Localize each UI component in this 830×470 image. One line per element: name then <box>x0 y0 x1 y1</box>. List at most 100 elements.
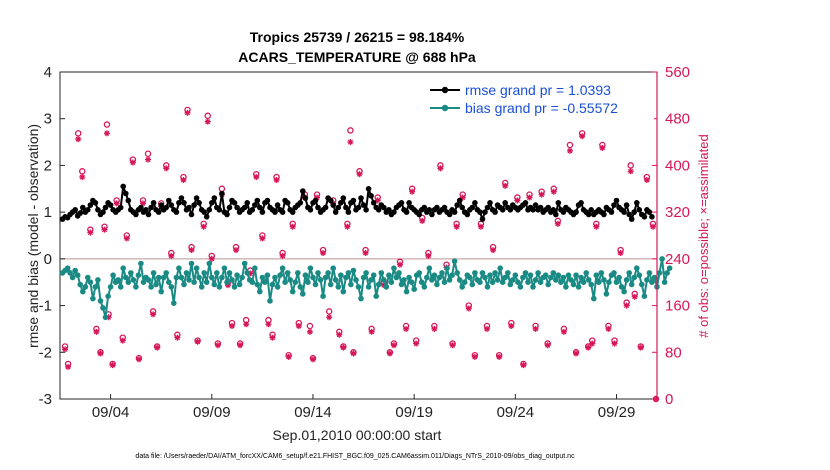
obs-assimilated-marker <box>593 223 600 230</box>
obs-assimilated-marker <box>627 168 634 175</box>
bias-point <box>578 274 584 281</box>
rmse-point <box>327 197 334 204</box>
y-left-tick-label: -3 <box>39 391 52 408</box>
bias-point <box>598 270 605 276</box>
rmse-point <box>499 207 506 213</box>
rmse-point <box>120 183 126 190</box>
bias-point <box>198 284 205 290</box>
bias-point <box>252 265 258 272</box>
rmse-point <box>553 211 559 218</box>
bias-point <box>398 281 405 288</box>
bias-point <box>553 277 559 283</box>
bias-point <box>90 295 96 302</box>
obs-assimilated-marker <box>413 340 420 347</box>
bias-point <box>153 281 159 288</box>
rmse-point <box>176 200 182 206</box>
rmse-point <box>87 202 94 208</box>
rmse-point <box>95 207 101 213</box>
rmse-point <box>92 200 99 206</box>
rmse-point <box>338 200 344 206</box>
rmse-point <box>381 204 387 211</box>
rmse-point <box>611 202 617 208</box>
rmse-point <box>219 190 225 197</box>
rmse-point <box>181 200 187 206</box>
rmse-point <box>573 209 579 215</box>
rmse-point <box>588 207 594 213</box>
bias-point <box>424 274 430 281</box>
bias-point <box>216 284 223 290</box>
series-layer <box>59 183 673 321</box>
rmse-point <box>85 207 91 213</box>
bias-point <box>626 270 632 276</box>
obs-assimilated-marker <box>320 250 327 257</box>
obs-possible-marker <box>74 130 82 137</box>
obs-assimilated-marker <box>259 235 266 242</box>
rmse-point <box>426 207 433 213</box>
obs-possible-marker <box>627 162 634 169</box>
rmse-point <box>254 197 261 204</box>
rmse-point <box>249 207 256 213</box>
bias-point <box>388 279 395 286</box>
bias-point <box>439 270 445 276</box>
bias-point <box>416 270 423 276</box>
obs-assimilated-marker <box>431 325 438 332</box>
bias-point <box>92 284 99 290</box>
rmse-point <box>343 204 349 211</box>
rmse-point <box>302 195 309 201</box>
obs-assimilated-marker <box>184 109 191 116</box>
bias-point <box>241 260 248 267</box>
bias-point <box>289 288 296 295</box>
obs-possible-marker <box>347 127 354 134</box>
rmse-point <box>613 197 620 204</box>
obs-assimilated-marker <box>386 350 393 357</box>
bias-point <box>585 277 592 283</box>
legend: rmse grand pr = 1.0393 bias grand pr = -… <box>426 78 654 122</box>
bias-point <box>150 270 157 276</box>
bias-point <box>107 284 114 290</box>
bias-point <box>120 265 126 272</box>
rmse-point <box>340 195 347 201</box>
rmse-point <box>297 200 304 206</box>
bias-point <box>421 284 428 290</box>
x-tick-label: 09/04 <box>92 404 130 421</box>
y-right-tick-label: 560 <box>665 64 690 81</box>
rmse-point <box>507 207 514 213</box>
bias-point <box>507 281 514 288</box>
rmse-point <box>168 202 175 208</box>
bias-point <box>461 279 468 286</box>
bias-point <box>636 272 643 279</box>
obs-assimilated-marker <box>154 344 161 351</box>
y-left-tick-label: 0 <box>44 251 52 268</box>
bias-point <box>160 274 167 281</box>
rmse-point <box>107 202 114 208</box>
rmse-point <box>224 211 230 218</box>
rmse-point <box>482 209 488 215</box>
bias-point <box>477 279 483 286</box>
rmse-point <box>441 204 448 211</box>
rmse-point <box>358 195 364 201</box>
bias-point <box>211 281 218 288</box>
bias-point <box>434 281 440 288</box>
bias-point <box>472 270 478 276</box>
bias-point <box>492 270 498 276</box>
rmse-point <box>391 209 397 215</box>
rmse-point <box>360 202 367 208</box>
rmse-point <box>284 200 291 206</box>
bias-point <box>580 279 587 286</box>
bias-point <box>74 272 81 279</box>
rmse-point <box>479 216 486 222</box>
rmse-point <box>274 202 281 208</box>
bias-point <box>661 279 668 286</box>
bias-point <box>148 284 154 290</box>
obs-possible-marker <box>144 150 152 157</box>
bias-point <box>646 270 653 276</box>
bias-point <box>95 277 101 283</box>
rmse-point <box>307 207 314 213</box>
obs-assimilated-marker <box>180 177 187 184</box>
y-left-tick-label: 1 <box>44 204 52 221</box>
rmse-point <box>279 209 286 215</box>
obs-assimilated-marker <box>129 159 136 166</box>
bias-point <box>353 277 359 283</box>
rmse-point <box>125 197 132 204</box>
obs-assimilated-marker <box>101 226 108 233</box>
